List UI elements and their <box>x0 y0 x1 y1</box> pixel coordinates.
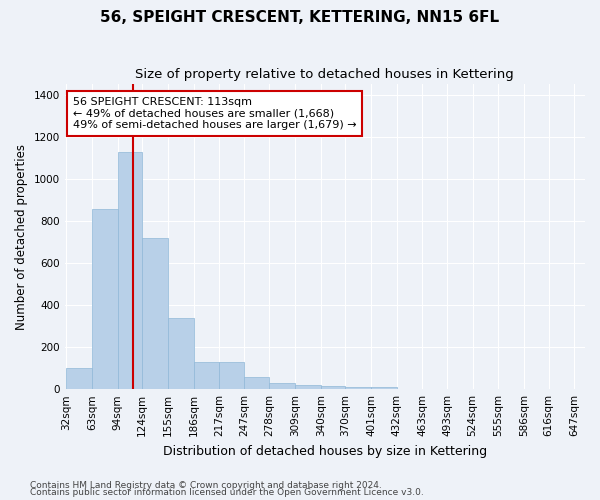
Bar <box>92 210 118 389</box>
Bar <box>295 385 321 389</box>
Bar <box>371 387 397 389</box>
Y-axis label: Number of detached properties: Number of detached properties <box>15 144 28 330</box>
Text: 56, SPEIGHT CRESCENT, KETTERING, NN15 6FL: 56, SPEIGHT CRESCENT, KETTERING, NN15 6F… <box>100 10 500 25</box>
X-axis label: Distribution of detached houses by size in Kettering: Distribution of detached houses by size … <box>163 444 487 458</box>
Bar <box>194 362 219 389</box>
Text: 56 SPEIGHT CRESCENT: 113sqm
← 49% of detached houses are smaller (1,668)
49% of : 56 SPEIGHT CRESCENT: 113sqm ← 49% of det… <box>73 97 356 130</box>
Text: Contains public sector information licensed under the Open Government Licence v3: Contains public sector information licen… <box>30 488 424 497</box>
Bar <box>67 368 92 389</box>
Bar <box>244 376 269 389</box>
Bar <box>118 152 142 389</box>
Text: Contains HM Land Registry data © Crown copyright and database right 2024.: Contains HM Land Registry data © Crown c… <box>30 480 382 490</box>
Bar <box>219 362 244 389</box>
Title: Size of property relative to detached houses in Kettering: Size of property relative to detached ho… <box>136 68 514 80</box>
Bar <box>142 238 168 389</box>
Bar <box>168 318 194 389</box>
Bar <box>321 386 346 389</box>
Bar <box>269 383 295 389</box>
Bar <box>346 386 371 389</box>
